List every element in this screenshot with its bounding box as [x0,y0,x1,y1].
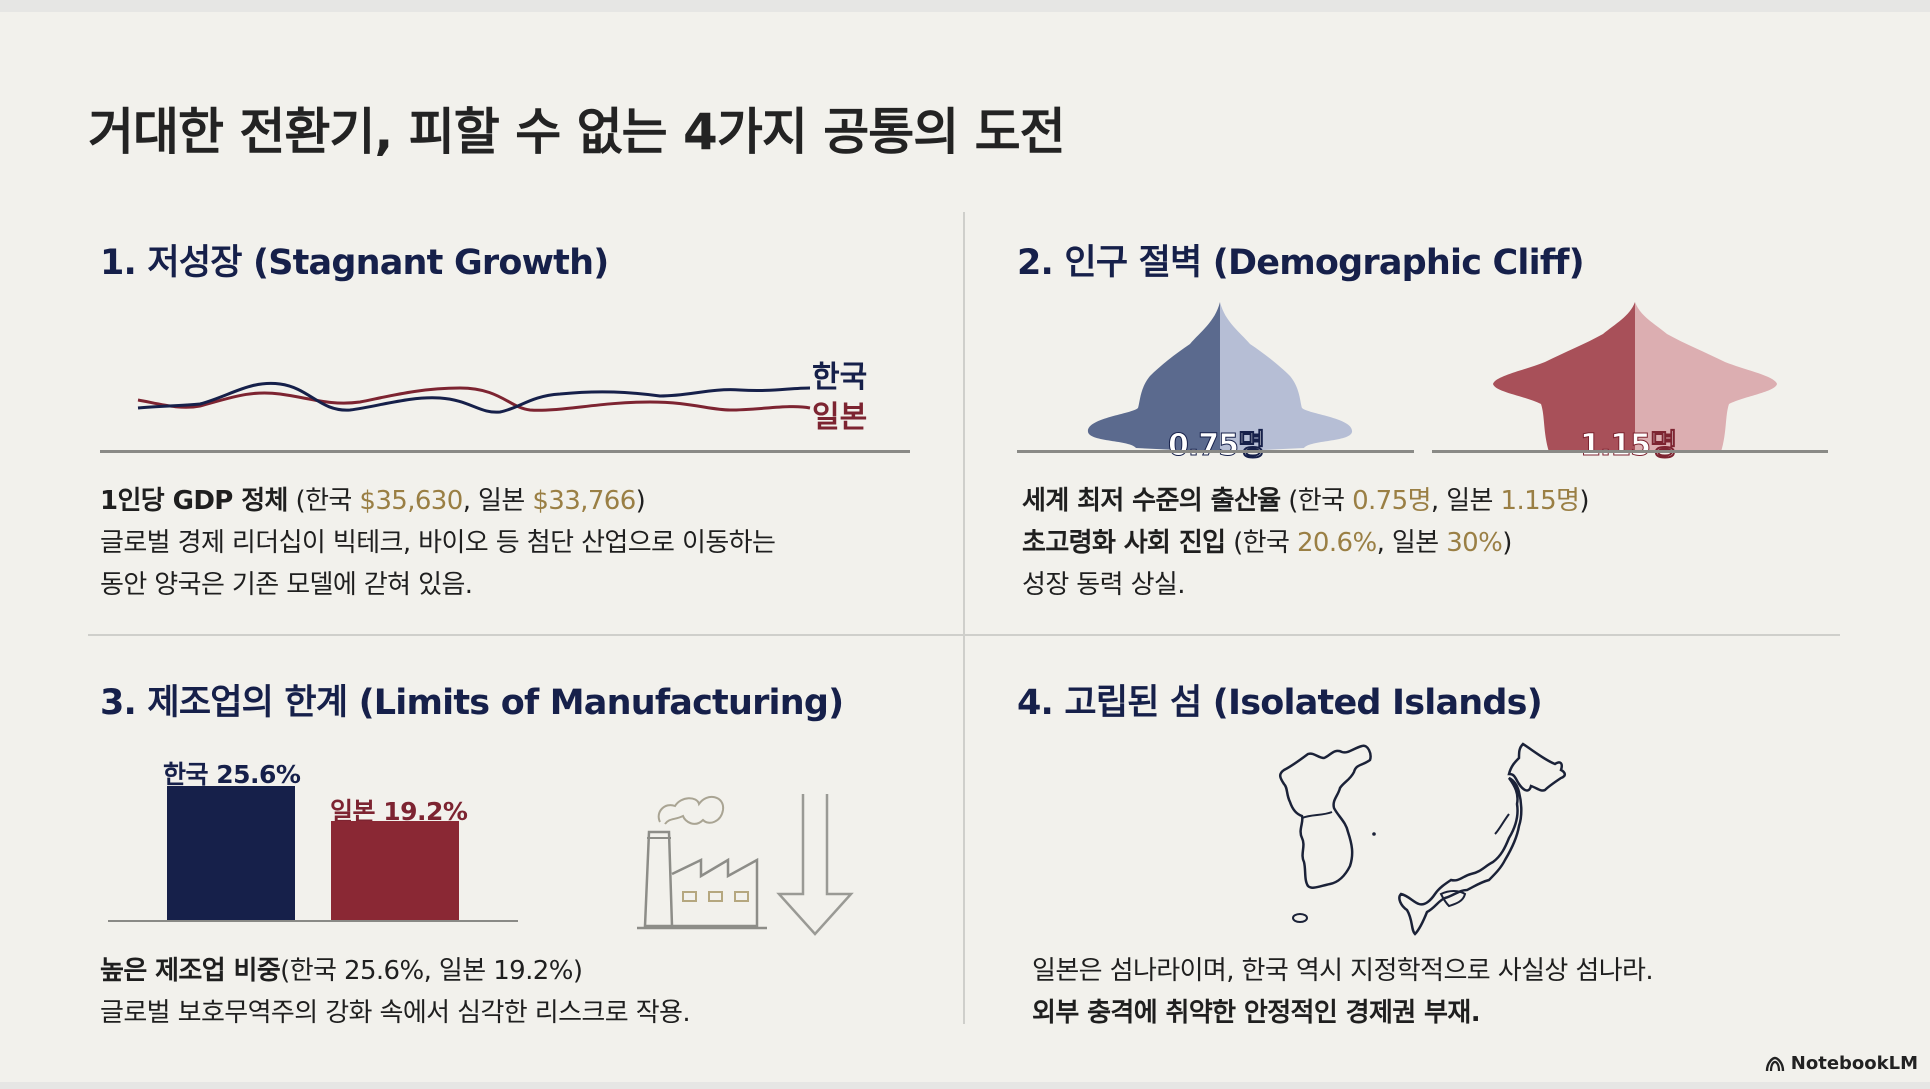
bar-baseline [108,920,518,922]
notebooklm-logo-icon [1765,1056,1784,1071]
chart-baseline [100,450,910,453]
korea-line [137,381,811,414]
notebooklm-brand: NotebookLM [1765,1053,1918,1074]
text-line-1: 1인당 GDP 정체 (한국 $35,630, 일본 $33,766) [100,486,646,516]
japan-line [137,386,811,412]
text-line-1: 높은 제조업 비중(한국 25.6%, 일본 19.2%) [100,956,583,986]
japan-map-icon [1398,742,1566,936]
text-line-2: 초고령화 사회 진입 (한국 20.6%, 일본 30%) [1022,528,1512,558]
slide: 거대한 전환기, 피할 수 없는 4가지 공통의 도전 1. 저성장 (Stag… [0,12,1930,1082]
factory-icon [657,795,725,825]
japan-population-pyramid [1493,302,1777,452]
bar-label-korea: 한국 25.6% [163,760,301,789]
panel-heading: 2. 인구 절벽 (Demographic Cliff) [1017,243,1585,283]
panel-text: 일본은 섬나라이며, 한국 역시 지정학적으로 사실상 섬나라. 외부 충격에 … [1032,950,1654,1034]
text-line-3: 성장 동력 상실. [1022,570,1186,600]
korea-fertility-label: 0.75명 [1168,428,1267,464]
text-line-2: 글로벌 경제 리더십이 빅테크, 바이오 등 첨단 산업으로 이동하는 [100,528,776,558]
horizontal-divider [88,634,1840,636]
text-line-3: 동안 양국은 기존 모델에 갇혀 있음. [100,570,473,600]
legend-japan: 일본 [812,400,868,435]
panel-heading: 1. 저성장 (Stagnant Growth) [100,243,609,283]
bar-japan [331,821,459,922]
down-arrow-icon [776,794,854,936]
panel-text: 세계 최저 수준의 출산율 (한국 0.75명, 일본 1.15명) 초고령화 … [1022,480,1589,606]
pyramid-baseline-korea [1017,450,1414,453]
brand-label: NotebookLM [1790,1053,1918,1074]
vertical-divider [963,212,965,1024]
factory-building-icon [637,830,767,930]
panel-heading: 3. 제조업의 한계 (Limits of Manufacturing) [100,683,844,723]
panel-heading: 4. 고립된 섬 (Isolated Islands) [1017,683,1543,723]
panel-text: 1인당 GDP 정체 (한국 $35,630, 일본 $33,766) 글로벌 … [100,480,776,606]
legend-korea: 한국 [812,360,868,395]
gdp-line-chart [137,381,811,414]
korea-map-icon [1279,744,1376,923]
panel-text: 높은 제조업 비중(한국 25.6%, 일본 19.2%) 글로벌 보호무역주의… [100,950,691,1034]
bar-korea [167,786,295,922]
text-line-1: 일본은 섬나라이며, 한국 역시 지정학적으로 사실상 섬나라. [1032,956,1654,986]
text-line-1: 세계 최저 수준의 출산율 (한국 0.75명, 일본 1.15명) [1022,486,1589,516]
text-line-2: 외부 충격에 취약한 안정적인 경제권 부재. [1032,998,1481,1028]
japan-fertility-label: 1.15명 [1580,428,1679,464]
pyramid-baseline-japan [1432,450,1828,453]
text-line-2: 글로벌 보호무역주의 강화 속에서 심각한 리스크로 작용. [100,998,691,1028]
slide-title: 거대한 전환기, 피할 수 없는 4가지 공통의 도전 [88,103,1066,161]
korea-population-pyramid [1087,302,1353,452]
